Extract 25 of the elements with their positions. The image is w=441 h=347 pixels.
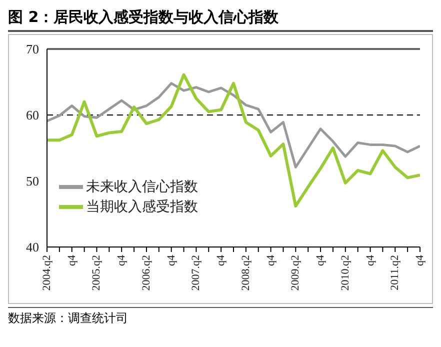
legend-label: 当期收入感受指数	[86, 198, 198, 217]
x-tick-label: q4	[364, 254, 376, 266]
source-note: 数据来源：调查统计司	[8, 307, 433, 327]
x-tick-label: 2009.q2	[290, 255, 302, 291]
legend-label: 未来收入信心指数	[86, 178, 198, 197]
x-tick-label: q4	[264, 254, 277, 266]
x-tick-label: 2008.q2	[240, 255, 252, 291]
x-tick-label: 2006.q2	[140, 255, 152, 291]
x-tick-label: 2011.q2	[389, 255, 402, 290]
y-tick-label: 50	[26, 174, 39, 189]
y-tick-label: 70	[26, 42, 39, 57]
x-tick-label: 2005.q2	[90, 255, 103, 291]
line-series	[47, 82, 420, 168]
chart-title: 图 2：居民收入感受指数与收入信心指数	[8, 8, 433, 32]
x-tick-label: 2007.q2	[190, 255, 202, 291]
x-tick-label: 2010.q2	[339, 255, 352, 291]
x-tick-label: q4	[116, 254, 128, 266]
x-tick-label: q4	[314, 254, 327, 266]
x-tick-label: q4	[66, 254, 78, 266]
x-tick-label: 2004.q2	[41, 255, 53, 291]
x-tick-label: q4	[165, 254, 178, 266]
x-tick-label: q4	[414, 254, 426, 266]
y-tick-label: 40	[26, 240, 39, 255]
y-tick-label: 60	[26, 108, 39, 123]
x-tick-label: q4	[215, 254, 228, 266]
